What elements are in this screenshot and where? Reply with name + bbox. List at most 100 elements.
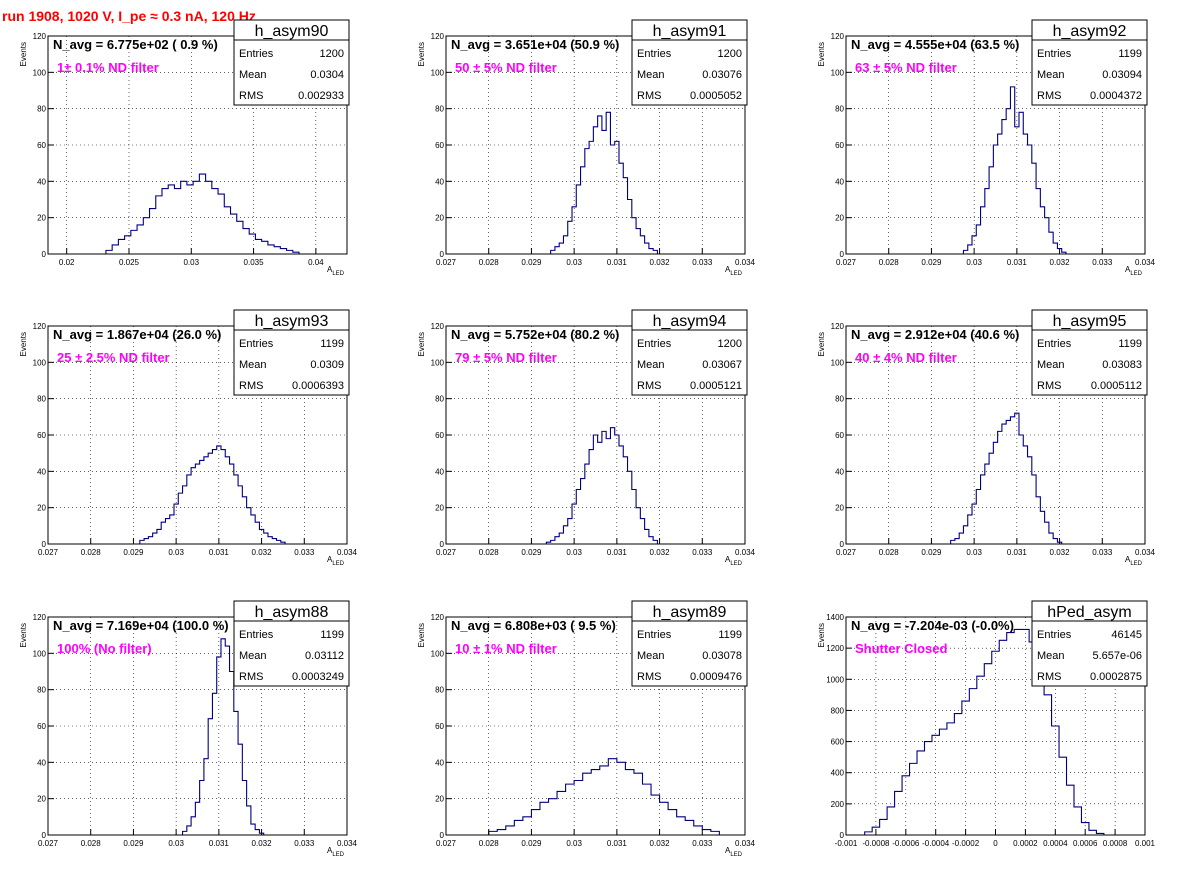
stats-label: Mean (239, 69, 267, 81)
x-tick-label: 0.0006 (1073, 839, 1098, 848)
x-tick-label: 0.029 (123, 839, 144, 848)
x-tick-label: 0.027 (436, 548, 457, 557)
y-axis-title: Events (417, 42, 426, 66)
x-tick-label: 0.034 (735, 258, 756, 267)
stats-value: 0.0005121 (690, 380, 742, 392)
stats-label: Entries (239, 48, 274, 60)
y-tick-label: 100 (831, 358, 845, 367)
histogram-series (488, 758, 720, 835)
x-tick-label: -0.0002 (952, 839, 980, 848)
y-tick-label: 80 (37, 686, 46, 695)
y-axis-title: Events (417, 623, 426, 647)
y-tick-label: 20 (435, 214, 444, 223)
x-tick-label: 0.0008 (1103, 839, 1128, 848)
y-tick-label: 100 (33, 649, 47, 658)
y-tick-label: 60 (37, 722, 46, 731)
y-tick-label: 0 (840, 250, 845, 259)
stats-label: RMS (239, 380, 263, 392)
y-tick-label: 80 (37, 395, 46, 404)
y-tick-label: 80 (435, 395, 444, 404)
y-tick-label: 20 (37, 504, 46, 513)
stats-value: 1199 (320, 629, 344, 641)
x-tick-label: 0.034 (337, 839, 358, 848)
x-tick-label: 0.028 (479, 839, 500, 848)
x-axis-title: ALED (725, 555, 743, 567)
y-axis-title: Events (19, 42, 28, 66)
x-tick-label: 0.031 (209, 548, 230, 557)
filter-annotation: 63 ± 5% ND filter (855, 60, 957, 75)
stats-label: RMS (1037, 90, 1061, 102)
x-tick-label: 0.029 (921, 548, 942, 557)
stats-label: Mean (637, 359, 665, 371)
navg-annotation: N_avg = 5.752e+04 (80.2 %) (451, 327, 619, 342)
stats-value: 1199 (1118, 48, 1142, 60)
stats-value: 1200 (718, 48, 742, 60)
y-tick-label: 0 (440, 831, 445, 840)
x-tick-label: 0.033 (1092, 258, 1113, 267)
histogram-panel-h_asym91: 0.027 0.028 0.029 0.03 0.031 0.032 0.033 0.034 0… (417, 19, 756, 277)
filter-annotation: 1± 0.1% ND filter (57, 60, 159, 75)
stats-title: h_asym95 (1053, 313, 1127, 330)
stats-title-box (233, 19, 350, 41)
stats-title-box (1031, 309, 1148, 331)
x-tick-label: 0.03 (168, 839, 184, 848)
y-tick-label: 80 (835, 105, 844, 114)
navg-annotation: N_avg = 3.651e+04 (50.9 %) (451, 37, 619, 52)
stats-label: Mean (637, 69, 665, 81)
stats-value: 0.0002875 (1090, 671, 1142, 683)
stats-value: 1200 (320, 48, 344, 60)
x-tick-label: 0.029 (521, 258, 542, 267)
histogram-panel-h_asym95: 0.027 0.028 0.029 0.03 0.031 0.032 0.033 0.034 0… (817, 309, 1156, 567)
stats-title: h_asym89 (653, 604, 727, 621)
x-tick-label: 0.03 (183, 258, 199, 267)
histogram-panel-h_asym90: 0.02 0.025 0.03 0.035 0.04 0 20 40 60 80 100 120 Eve… (19, 19, 350, 277)
y-tick-label: 80 (37, 105, 46, 114)
histogram-series (182, 638, 265, 835)
x-tick-label: 0.031 (1007, 258, 1028, 267)
filter-annotation: 10 ± 1% ND filter (455, 641, 557, 656)
y-tick-label: 1400 (826, 613, 844, 622)
filter-annotation: 79 ± 5% ND filter (455, 350, 557, 365)
stats-label: Mean (239, 359, 267, 371)
x-tick-label: 0.034 (1135, 258, 1156, 267)
stats-title-box (1031, 600, 1148, 622)
y-axis-title: Events (817, 332, 826, 356)
x-tick-label: 0.034 (337, 548, 358, 557)
stats-value: 0.03076 (702, 69, 742, 81)
stats-title: h_asym92 (1053, 23, 1127, 40)
y-tick-label: 100 (431, 68, 445, 77)
x-tick-label: 0.032 (650, 548, 671, 557)
y-tick-label: 120 (33, 613, 47, 622)
y-tick-label: 120 (431, 613, 445, 622)
stats-value: 1199 (1118, 338, 1142, 350)
x-tick-label: 0.032 (252, 548, 273, 557)
x-tick-label: 0.027 (836, 258, 857, 267)
stats-label: Entries (239, 338, 274, 350)
x-axis-title: ALED (1125, 265, 1143, 277)
x-tick-label: 0.033 (294, 839, 315, 848)
stats-value: 1199 (320, 338, 344, 350)
x-tick-label: -0.001 (835, 839, 858, 848)
y-tick-label: 20 (435, 504, 444, 513)
y-tick-label: 400 (831, 769, 845, 778)
x-tick-label: 0.031 (607, 839, 628, 848)
histogram-series (962, 86, 1067, 254)
stats-label: RMS (1037, 671, 1061, 683)
x-tick-label: 0.031 (607, 258, 628, 267)
stats-value: 0.03067 (702, 359, 742, 371)
histogram-series (864, 628, 1105, 835)
y-tick-label: 40 (835, 177, 844, 186)
y-tick-label: 40 (435, 177, 444, 186)
y-tick-label: 20 (37, 795, 46, 804)
stats-title: h_asym93 (255, 313, 329, 330)
navg-annotation: N_avg = -7.204e-03 (-0.0%) (851, 618, 1014, 633)
x-tick-label: 0.03 (966, 548, 982, 557)
y-tick-label: 40 (37, 177, 46, 186)
y-tick-label: 80 (435, 105, 444, 114)
histogram-series (105, 173, 300, 254)
x-tick-label: 0.033 (692, 839, 713, 848)
x-tick-label: 0.032 (252, 839, 273, 848)
stats-title: hPed_asym (1047, 604, 1132, 621)
histogram-series (950, 412, 1063, 544)
stats-label: Mean (1037, 650, 1065, 662)
